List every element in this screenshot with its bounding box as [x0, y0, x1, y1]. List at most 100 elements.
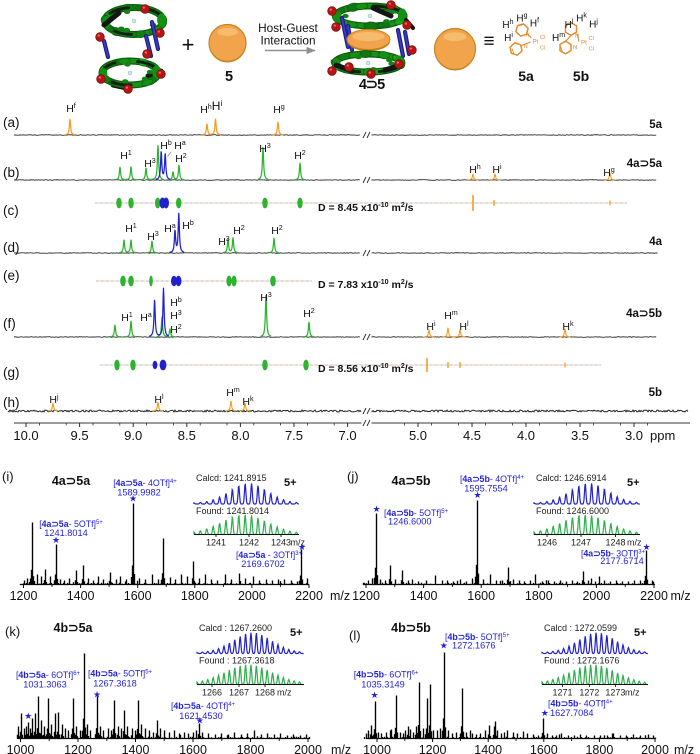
svg-text:1267: 1267	[229, 688, 249, 698]
svg-text:Cl: Cl	[540, 35, 545, 41]
svg-text:5+: 5+	[627, 477, 640, 489]
svg-text:1246: 1246	[537, 538, 557, 548]
svg-text:H2: H2	[294, 148, 306, 162]
svg-text:Calcd: 1241.8915: Calcd: 1241.8915	[196, 473, 267, 483]
svg-text:H2: H2	[271, 223, 283, 237]
svg-text:★: ★	[643, 542, 651, 552]
svg-text:H3: H3	[147, 229, 159, 243]
svg-text:Found : 1272.1676: Found : 1272.1676	[544, 656, 620, 666]
svg-text:[4a⊃5b- 5OTf]5+: [4a⊃5b- 5OTf]5+	[384, 508, 449, 518]
svg-text:★: ★	[440, 641, 448, 651]
svg-text:N: N	[575, 34, 579, 40]
svg-text:4a⊃5a: 4a⊃5a	[627, 158, 663, 170]
svg-text:1600: 1600	[467, 589, 495, 603]
svg-text:D = 8.45 x10-10 m2/s: D = 8.45 x10-10 m2/s	[318, 202, 414, 214]
svg-text:4.5: 4.5	[463, 428, 481, 443]
svg-text:Hl: Hl	[154, 392, 164, 406]
svg-text:★: ★	[129, 494, 137, 504]
svg-text:4a: 4a	[649, 236, 662, 248]
svg-text:5a: 5a	[649, 119, 662, 131]
svg-text:Hh: Hh	[502, 19, 513, 31]
svg-text:N: N	[526, 33, 530, 39]
svg-text:Host-Guest: Host-Guest	[258, 21, 318, 35]
svg-text:H2: H2	[170, 322, 182, 336]
svg-text:Hl: Hl	[565, 19, 574, 31]
svg-text:Hf: Hf	[530, 18, 539, 30]
svg-text:3.5: 3.5	[571, 428, 589, 443]
svg-text:(j): (j)	[347, 469, 359, 484]
svg-text:4⊃5: 4⊃5	[359, 77, 385, 93]
svg-text:[4a⊃5b- 3OTf]3+: [4a⊃5b- 3OTf]3+	[581, 549, 646, 559]
svg-text:Pt: Pt	[581, 40, 587, 47]
svg-text:[4b⊃5b- 5OTf]5+: [4b⊃5b- 5OTf]5+	[445, 632, 510, 642]
svg-text:Hi: Hi	[504, 32, 513, 44]
svg-text:2200: 2200	[295, 589, 323, 603]
svg-text:N: N	[573, 45, 577, 51]
svg-text:Calcd: 1246.6914: Calcd: 1246.6914	[536, 473, 607, 483]
svg-text:1243: 1243	[271, 538, 291, 548]
svg-text:1627.7084: 1627.7084	[550, 708, 593, 718]
svg-text:1272.1676: 1272.1676	[452, 641, 495, 651]
svg-text:m/z: m/z	[330, 589, 350, 603]
svg-text:Found: 1246.6000: Found: 1246.6000	[536, 506, 609, 516]
svg-text:8.0: 8.0	[231, 428, 249, 443]
svg-text:5+: 5+	[284, 477, 297, 489]
svg-text:(e): (e)	[3, 268, 20, 283]
svg-text:Hg: Hg	[516, 13, 527, 25]
svg-text:1200: 1200	[352, 589, 380, 603]
svg-text:+: +	[182, 32, 195, 57]
svg-text:1247: 1247	[571, 538, 591, 548]
svg-text:1200: 1200	[10, 589, 38, 603]
svg-text:5: 5	[225, 69, 233, 85]
svg-text:9.0: 9.0	[124, 428, 142, 443]
svg-text:H3: H3	[260, 290, 272, 304]
svg-text:[4a⊃5a- 4OTf]4+: [4a⊃5a- 4OTf]4+	[113, 478, 177, 488]
svg-text:Cl: Cl	[589, 36, 594, 42]
svg-text:D = 7.83 x10-10 m2/s: D = 7.83 x10-10 m2/s	[318, 279, 414, 291]
svg-text:H3: H3	[259, 141, 271, 155]
svg-text:1271: 1271	[552, 688, 572, 698]
svg-text:[4b⊃5a- 4OTf]4+: [4b⊃5a- 4OTf]4+	[171, 701, 236, 711]
svg-text:7.5: 7.5	[285, 428, 303, 443]
svg-text:8.5: 8.5	[178, 428, 196, 443]
svg-text:★: ★	[473, 490, 481, 500]
svg-text:1400: 1400	[410, 589, 438, 603]
svg-text:[4b⊃5a- 6OTf]6+: [4b⊃5a- 6OTf]6+	[16, 670, 81, 680]
svg-text:7.0: 7.0	[339, 428, 357, 443]
svg-text:Hi: Hi	[426, 319, 436, 333]
svg-text:Cl: Cl	[589, 47, 594, 53]
svg-text:Hi: Hi	[492, 162, 502, 176]
svg-text:1031.3063: 1031.3063	[23, 680, 66, 690]
svg-text:m/z: m/z	[291, 538, 306, 548]
svg-text:10.0: 10.0	[13, 428, 38, 443]
svg-text:2177.6714: 2177.6714	[600, 556, 643, 566]
svg-text:1600: 1600	[179, 743, 207, 754]
svg-text:1200: 1200	[64, 743, 92, 754]
svg-text:(d): (d)	[3, 240, 20, 255]
svg-text:Hi: Hi	[212, 99, 223, 113]
svg-text:(k): (k)	[5, 624, 20, 639]
svg-text:Interaction: Interaction	[260, 34, 315, 48]
svg-text:[4a⊃5a - 3OTf]3+: [4a⊃5a - 3OTf]3+	[236, 550, 303, 560]
svg-text:★: ★	[196, 716, 204, 726]
svg-text:Ha: Ha	[140, 310, 152, 324]
svg-text:4a⊃5a: 4a⊃5a	[52, 474, 91, 488]
svg-text:Found : 1267.3618: Found : 1267.3618	[199, 656, 275, 666]
svg-text:1621.4530: 1621.4530	[179, 711, 222, 721]
svg-text:m/z: m/z	[627, 538, 642, 548]
svg-text:(g): (g)	[3, 365, 20, 380]
svg-text:H1: H1	[121, 310, 133, 324]
svg-text:★: ★	[541, 708, 549, 718]
svg-text:1246.6000: 1246.6000	[388, 517, 431, 527]
svg-text:9.5: 9.5	[71, 428, 89, 443]
svg-text:1600: 1600	[530, 743, 558, 754]
svg-text:1200: 1200	[419, 743, 447, 754]
svg-text:Hb: Hb	[170, 295, 182, 309]
svg-text:4.0: 4.0	[517, 428, 535, 443]
svg-text:1241.8014: 1241.8014	[44, 528, 87, 538]
svg-text:1589.9982: 1589.9982	[117, 488, 160, 498]
svg-text:≡: ≡	[483, 31, 494, 52]
svg-text:(c): (c)	[3, 203, 19, 218]
svg-text:Cl: Cl	[540, 46, 545, 52]
svg-text:Hk: Hk	[242, 394, 254, 408]
